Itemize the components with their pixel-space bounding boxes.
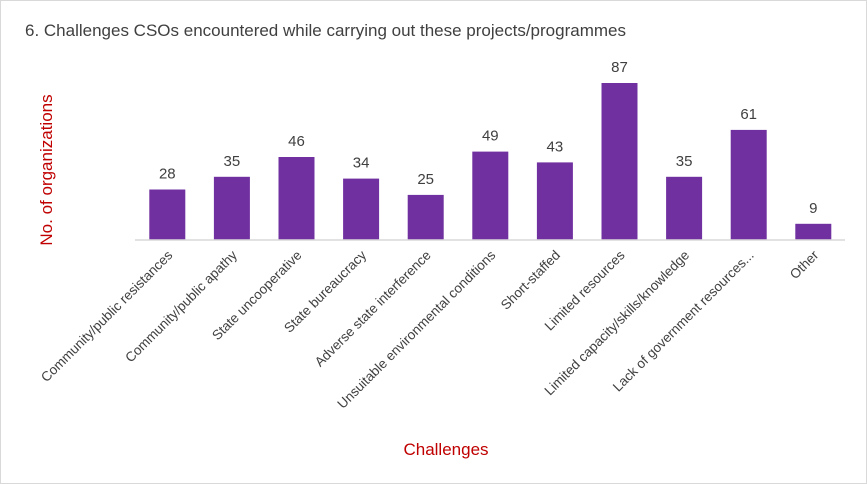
bar [278,157,315,240]
bar [343,178,380,240]
bar-value-label: 34 [353,155,370,172]
bar [601,83,638,240]
bar-value-label: 87 [611,59,628,76]
bar-value-label: 46 [288,133,305,150]
bar-value-label: 35 [676,153,693,170]
bar-value-label: 25 [417,171,434,188]
bar [213,176,250,240]
bar [407,194,444,240]
bar [536,162,573,240]
value-labels-layer: 28 35 46 34 25 49 43 87 35 61 9 [159,59,818,217]
chart-title: 6. Challenges CSOs encountered while car… [25,21,626,40]
category-tick-label: Community/public resistances [38,247,176,385]
category-labels-layer: Community/public resistancesCommunity/pu… [38,247,822,411]
x-axis-title: Challenges [403,440,488,459]
bar-value-label: 9 [809,200,817,217]
bars-layer [149,83,832,240]
category-tick-label: Other [787,247,822,282]
bar [149,189,186,240]
category-tick-label: Community/public apathy [122,247,240,365]
category-tick-label: Lack of government resources... [610,248,757,395]
bar-value-label: 49 [482,128,499,145]
category-tick-label: Short-staffed [498,248,563,313]
bar-value-label: 43 [547,138,564,155]
y-axis-title: No. of organizations [37,94,56,245]
bar-value-label: 35 [224,153,241,170]
bar-value-label: 61 [740,106,757,123]
bar [472,151,509,240]
bar-value-label: 28 [159,166,176,183]
bar [730,129,767,240]
bar [795,223,832,240]
category-tick-label: Adverse state interference [312,248,434,370]
bar [666,176,703,240]
